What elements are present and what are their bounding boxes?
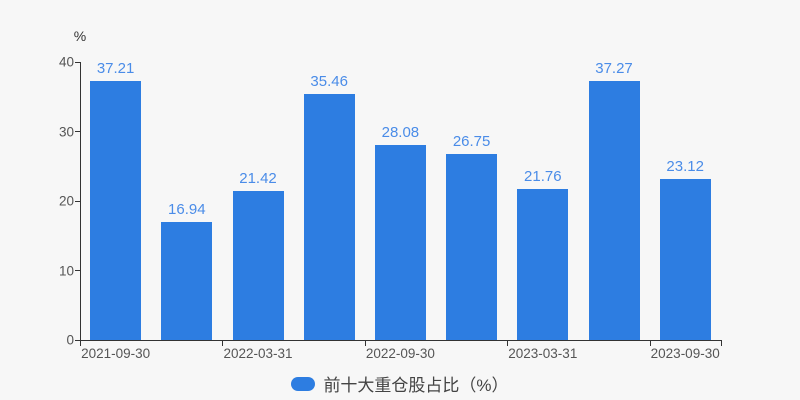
bar-value-label: 35.46: [310, 72, 348, 90]
y-axis-line: [80, 62, 81, 341]
x-tick-label: 2021-09-30: [81, 346, 151, 361]
y-tick-label: 0: [66, 332, 74, 348]
x-tick-mark: [364, 341, 366, 346]
bar[interactable]: [588, 80, 640, 340]
y-tick-label: 30: [58, 124, 74, 139]
x-tick-label: 2022-03-31: [223, 346, 293, 361]
bar[interactable]: [517, 188, 569, 340]
y-tick-mark: [75, 200, 80, 202]
x-tick-mark: [80, 341, 81, 346]
legend-marker-icon: [291, 376, 316, 391]
bar-value-label: 28.08: [381, 123, 420, 141]
bar[interactable]: [161, 222, 213, 340]
bar-value-label: 37.21: [96, 60, 135, 78]
bar-value-label: 21.76: [524, 167, 562, 185]
x-axis-line: [80, 340, 722, 341]
y-tick-mark: [75, 131, 80, 132]
x-tick-label: 2023-09-30: [650, 346, 720, 361]
x-tick-mark: [507, 341, 509, 346]
y-axis-unit-label: %: [73, 28, 87, 44]
bar[interactable]: [446, 154, 498, 340]
x-tick-mark: [649, 341, 651, 346]
x-tick-mark: [720, 341, 722, 346]
bar-value-label: 21.42: [239, 170, 277, 188]
bar-value-label: 23.12: [666, 158, 704, 176]
bar[interactable]: [232, 191, 284, 340]
bar[interactable]: [303, 93, 355, 340]
bar[interactable]: [659, 179, 711, 340]
bar[interactable]: [374, 144, 426, 340]
legend[interactable]: 前十大重仓股占比（%）: [0, 371, 800, 396]
x-tick-mark: [222, 341, 224, 346]
legend-label: 前十大重仓股占比（%）: [323, 376, 509, 395]
bar-value-label: 37.27: [595, 59, 633, 77]
y-tick-mark: [75, 270, 80, 271]
bar-value-label: 26.75: [452, 133, 491, 151]
x-tick-label: 2022-09-30: [365, 346, 435, 361]
bar[interactable]: [90, 81, 142, 340]
y-tick-label: 10: [58, 263, 74, 278]
y-tick-label: 20: [58, 193, 74, 209]
y-tick-mark: [75, 61, 80, 63]
y-tick-label: 40: [58, 54, 74, 70]
y-tick-mark: [75, 339, 80, 341]
bar-value-label: 16.94: [168, 201, 206, 219]
x-tick-label: 2023-03-31: [508, 346, 578, 361]
